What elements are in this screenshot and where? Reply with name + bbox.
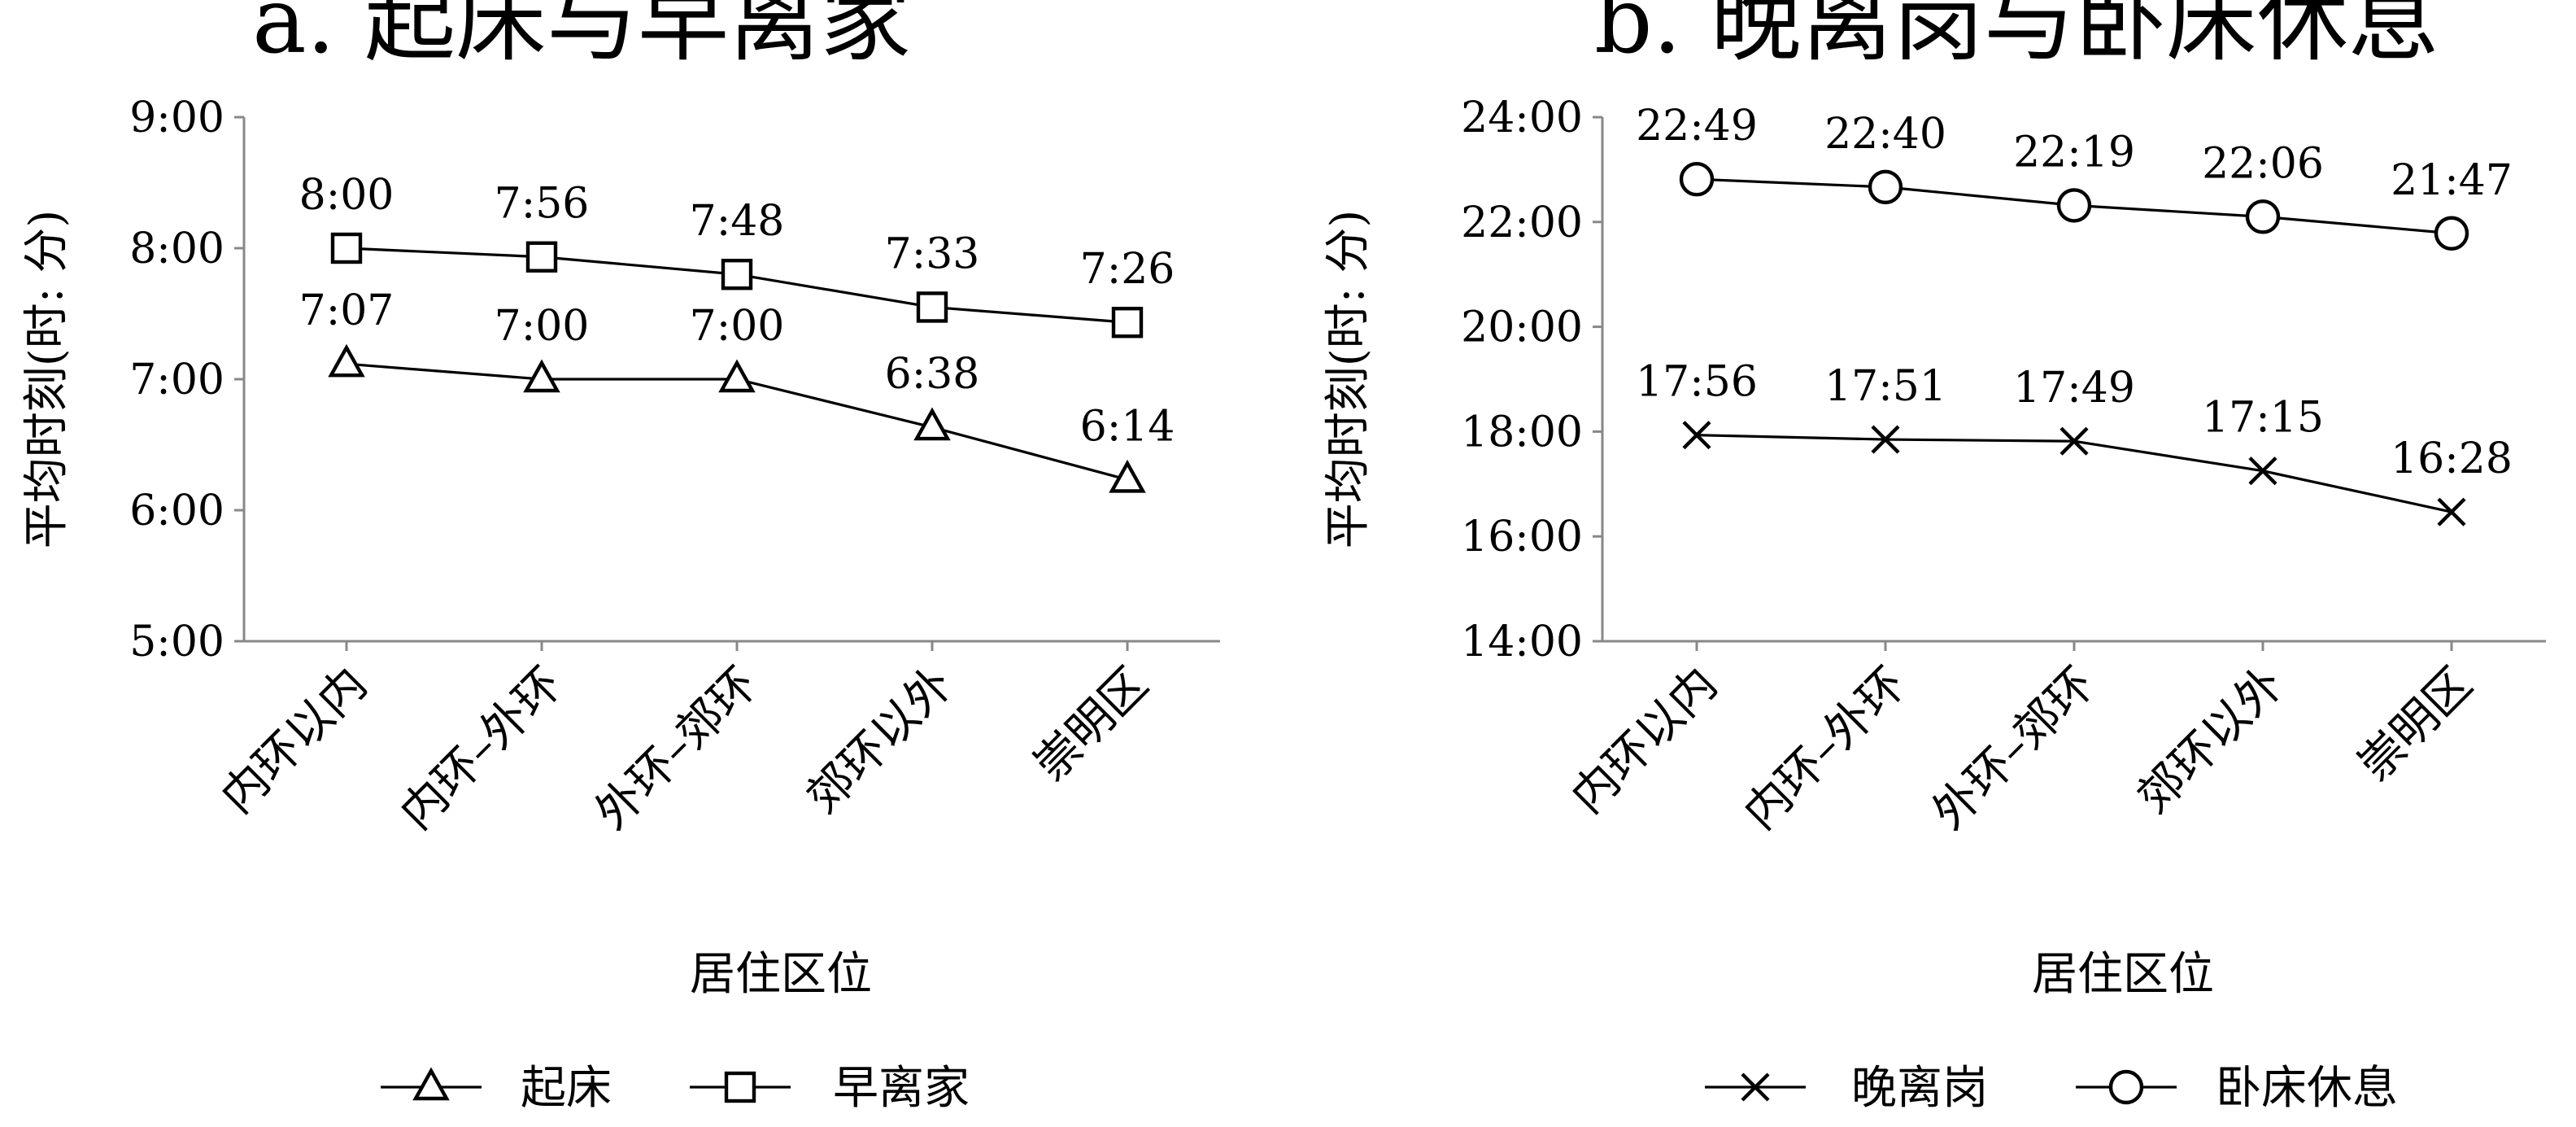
data-label: 21:47 — [2391, 156, 2513, 205]
data-point — [1109, 459, 1146, 493]
data-label: 7:26 — [1080, 245, 1175, 294]
data-point — [2056, 188, 2092, 223]
data-label: 22:49 — [1636, 102, 1758, 151]
chart-panel-a: a. 起床与早离家 5:00 6:00 7:00 8:00 9:00 内环以内 内环–外环 外环… — [20, 0, 1220, 1115]
x-tick-label: 郊环以外 — [2128, 657, 2294, 823]
data-label: 7:33 — [885, 229, 980, 278]
series-2: 22:49 22:40 22:19 22:06 21:47 — [1636, 102, 2513, 251]
chart-title: b. 晚离岗与卧床休息 — [1594, 0, 2439, 74]
data-label: 17:51 — [1824, 362, 1946, 411]
y-tick-label: 18:00 — [1461, 408, 1583, 456]
data-point — [1682, 421, 1711, 450]
data-point — [913, 407, 951, 441]
data-label: 17:49 — [2013, 364, 2135, 413]
data-point — [330, 232, 363, 264]
data-point — [525, 241, 558, 273]
data-point-stroke — [2248, 456, 2277, 486]
y-axis-title: 平均时刻(时: 分) — [20, 210, 73, 548]
data-point-stroke — [2059, 426, 2089, 456]
data-label: 16:28 — [2391, 435, 2513, 483]
data-label: 22:19 — [2013, 128, 2135, 177]
legend-marker-stroke — [1741, 1072, 1770, 1102]
x-tick-label: 郊环以外 — [797, 657, 963, 823]
x-tick-label: 内环以内 — [1562, 657, 1728, 823]
data-point — [718, 359, 756, 393]
legend-marker — [724, 1071, 756, 1103]
data-point — [1871, 425, 1900, 454]
x-axis-title: 居住区位 — [2032, 948, 2214, 1001]
x-tick-label: 外环–郊环 — [1923, 657, 2105, 840]
y-tick-label: 22:00 — [1461, 199, 1583, 247]
legend-item: 晚离岗 — [1705, 1062, 1988, 1115]
x-tick-label: 内环–外环 — [1734, 657, 1916, 840]
data-label: 8:00 — [299, 171, 394, 220]
series-1: 7:07 7:00 7:00 6:38 6:14 — [299, 286, 1175, 493]
legend-item: 卧床休息 — [2076, 1062, 2398, 1115]
series-line — [1696, 434, 2452, 513]
y-tick-label: 20:00 — [1461, 304, 1583, 352]
data-label: 22:40 — [1824, 110, 1946, 159]
y-tick-label: 7:00 — [129, 356, 224, 404]
x-tick-label: 崇明区 — [1024, 657, 1158, 792]
data-point — [2434, 216, 2469, 251]
data-point — [1679, 162, 1715, 197]
legend-marker — [2108, 1069, 2144, 1105]
data-point — [1111, 307, 1144, 339]
chart-title: a. 起床与早离家 — [252, 0, 911, 74]
data-point — [328, 343, 365, 378]
series-2: 8:00 7:56 7:48 7:33 7:26 — [299, 171, 1175, 339]
y-tick-label: 6:00 — [129, 487, 224, 535]
y-tick-label: 14:00 — [1461, 618, 1583, 666]
data-point-stroke — [2437, 497, 2466, 526]
data-label: 7:00 — [690, 302, 785, 351]
chart-panel-b: b. 晚离岗与卧床休息 14:00 16:00 18:00 20:00 22:00 24:0… — [1322, 0, 2546, 1115]
data-point-stroke — [1682, 421, 1711, 450]
x-tick-label: 外环–郊环 — [586, 657, 768, 840]
data-label: 22:06 — [2202, 139, 2324, 188]
data-point-stroke — [1871, 425, 1900, 454]
data-point — [523, 359, 560, 393]
data-label: 7:00 — [495, 302, 590, 351]
y-tick-label: 24:00 — [1461, 94, 1583, 142]
legend-marker — [1741, 1072, 1770, 1102]
legend-label: 卧床休息 — [2216, 1062, 2398, 1115]
y-tick-label: 16:00 — [1461, 513, 1583, 561]
y-tick-label: 8:00 — [129, 225, 224, 273]
legend-label: 晚离岗 — [1851, 1062, 1988, 1115]
data-point — [916, 291, 948, 323]
y-axis-title: 平均时刻(时: 分) — [1322, 210, 1375, 548]
data-label: 7:07 — [299, 286, 394, 335]
data-point — [2437, 497, 2466, 526]
data-label: 6:14 — [1080, 402, 1175, 451]
data-point — [721, 259, 753, 290]
legend-label: 早离家 — [833, 1062, 970, 1115]
legend-label: 起床 — [521, 1062, 612, 1115]
data-point — [2059, 426, 2089, 456]
data-label: 7:48 — [690, 197, 785, 246]
y-tick-label: 5:00 — [129, 618, 224, 666]
legend-marker — [412, 1067, 450, 1101]
legend-item: 起床 — [381, 1062, 612, 1115]
x-axis-title: 居住区位 — [690, 948, 872, 1001]
y-tick-label: 9:00 — [129, 94, 224, 142]
x-tick-label: 内环以内 — [211, 657, 377, 823]
data-label: 6:38 — [885, 350, 980, 399]
data-point — [2245, 199, 2281, 234]
series-1: 17:56 17:51 17:49 17:15 16:28 — [1636, 358, 2513, 526]
legend-item: 早离家 — [690, 1062, 970, 1115]
data-label: 17:56 — [1636, 358, 1758, 407]
data-label: 7:56 — [495, 180, 590, 229]
data-label: 17:15 — [2202, 394, 2324, 443]
x-tick-label: 内环–外环 — [390, 657, 573, 840]
x-tick-label: 崇明区 — [2348, 657, 2482, 792]
data-point — [2248, 456, 2277, 486]
data-point — [1868, 169, 1903, 205]
